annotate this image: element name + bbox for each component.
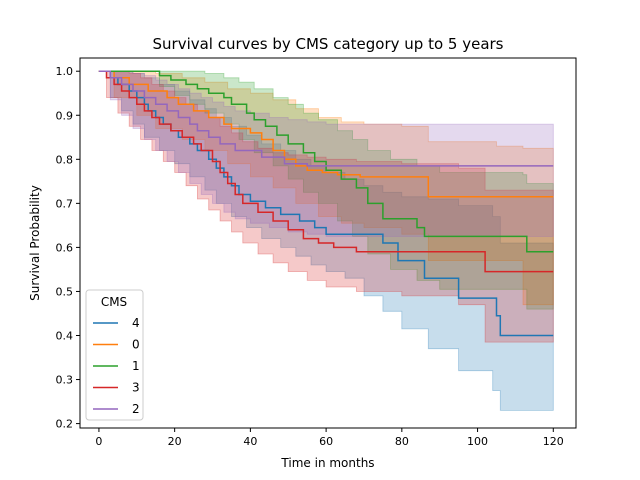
y-tick-label: 1.0 xyxy=(56,65,74,78)
x-tick-label: 80 xyxy=(395,435,409,448)
x-tick-label: 120 xyxy=(543,435,564,448)
confidence-band-cms-0 xyxy=(98,70,554,306)
legend-items: 4 0 1 3 2 xyxy=(93,316,140,416)
x-tick-label: 20 xyxy=(168,435,182,448)
y-tick-label: 0.3 xyxy=(56,374,74,387)
survival-line-cms-0 xyxy=(98,70,554,198)
y-axis-label: Survival Probability xyxy=(28,185,42,301)
legend-label-cms-3: 3 xyxy=(132,381,140,395)
survival-line-cms-4 xyxy=(98,70,554,337)
y-tick-label: 0.4 xyxy=(56,330,74,343)
y-tick-label: 0.5 xyxy=(56,285,74,298)
legend: CMS 4 0 1 3 2 xyxy=(85,289,144,421)
x-tick-label: 100 xyxy=(467,435,488,448)
survival-line-cms-2 xyxy=(98,70,554,167)
y-tick-label: 0.2 xyxy=(56,418,74,431)
survival-line-cms-3 xyxy=(98,70,554,273)
legend-title: CMS xyxy=(101,295,127,309)
y-tick-label: 0.8 xyxy=(56,153,74,166)
legend-label-cms-2: 2 xyxy=(132,402,140,416)
x-axis-ticks: 0 20 40 60 80 100 120 xyxy=(95,428,564,448)
legend-label-cms-0: 0 xyxy=(132,338,140,352)
chart-title: Survival curves by CMS category up to 5 … xyxy=(153,35,504,53)
x-axis-label: Time in months xyxy=(280,456,374,470)
survival-line-cms-1 xyxy=(98,70,554,253)
confidence-band-cms-3 xyxy=(98,70,554,343)
survival-lines xyxy=(98,70,554,337)
legend-frame xyxy=(85,289,144,421)
legend-label-cms-1: 1 xyxy=(132,359,140,373)
legend-label-cms-4: 4 xyxy=(132,316,140,330)
y-tick-label: 0.7 xyxy=(56,197,74,210)
x-tick-label: 60 xyxy=(319,435,333,448)
y-tick-label: 0.9 xyxy=(56,109,74,122)
axes-frame xyxy=(79,57,577,429)
x-tick-label: 40 xyxy=(243,435,257,448)
y-tick-label: 0.6 xyxy=(56,241,74,254)
x-tick-label: 0 xyxy=(95,435,102,448)
confidence-band-cms-1 xyxy=(98,70,554,310)
y-axis-ticks: 0.2 0.3 0.4 0.5 0.6 0.7 0.8 0.9 1.0 xyxy=(56,65,80,431)
